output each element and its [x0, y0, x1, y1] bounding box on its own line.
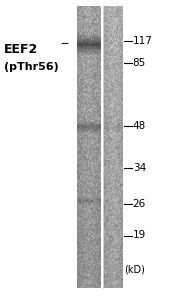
- Text: 85: 85: [133, 58, 146, 68]
- Text: 48: 48: [133, 121, 146, 131]
- Text: --: --: [60, 37, 69, 50]
- Text: 117: 117: [133, 35, 153, 46]
- Text: (kD): (kD): [124, 265, 145, 275]
- Text: 19: 19: [133, 230, 146, 241]
- Text: (pThr56): (pThr56): [4, 62, 58, 73]
- Text: 26: 26: [133, 199, 146, 209]
- Text: 34: 34: [133, 163, 146, 173]
- Text: EEF2: EEF2: [4, 43, 38, 56]
